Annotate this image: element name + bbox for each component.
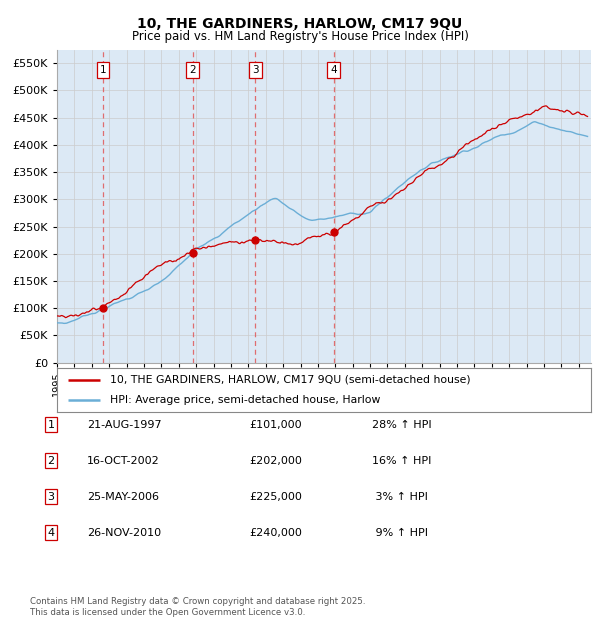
Text: 10, THE GARDINERS, HARLOW, CM17 9QU: 10, THE GARDINERS, HARLOW, CM17 9QU <box>137 17 463 32</box>
Text: 10, THE GARDINERS, HARLOW, CM17 9QU (semi-detached house): 10, THE GARDINERS, HARLOW, CM17 9QU (sem… <box>110 374 471 385</box>
Text: £225,000: £225,000 <box>249 492 302 502</box>
Text: 3: 3 <box>47 492 55 502</box>
Text: 16-OCT-2002: 16-OCT-2002 <box>87 456 160 466</box>
Text: 4: 4 <box>330 65 337 75</box>
Text: 26-NOV-2010: 26-NOV-2010 <box>87 528 161 538</box>
Text: 1: 1 <box>47 420 55 430</box>
Text: 1: 1 <box>100 65 106 75</box>
Text: 21-AUG-1997: 21-AUG-1997 <box>87 420 161 430</box>
Text: £240,000: £240,000 <box>249 528 302 538</box>
Text: 28% ↑ HPI: 28% ↑ HPI <box>372 420 431 430</box>
Text: £101,000: £101,000 <box>249 420 302 430</box>
Text: 9% ↑ HPI: 9% ↑ HPI <box>372 528 428 538</box>
Text: 4: 4 <box>47 528 55 538</box>
Text: 2: 2 <box>47 456 55 466</box>
Text: Price paid vs. HM Land Registry's House Price Index (HPI): Price paid vs. HM Land Registry's House … <box>131 30 469 43</box>
Text: £202,000: £202,000 <box>249 456 302 466</box>
Text: 25-MAY-2006: 25-MAY-2006 <box>87 492 159 502</box>
Text: 16% ↑ HPI: 16% ↑ HPI <box>372 456 431 466</box>
Text: 2: 2 <box>189 65 196 75</box>
Text: Contains HM Land Registry data © Crown copyright and database right 2025.
This d: Contains HM Land Registry data © Crown c… <box>30 598 365 617</box>
Text: HPI: Average price, semi-detached house, Harlow: HPI: Average price, semi-detached house,… <box>110 395 381 405</box>
Text: 3: 3 <box>252 65 259 75</box>
Text: 3% ↑ HPI: 3% ↑ HPI <box>372 492 428 502</box>
